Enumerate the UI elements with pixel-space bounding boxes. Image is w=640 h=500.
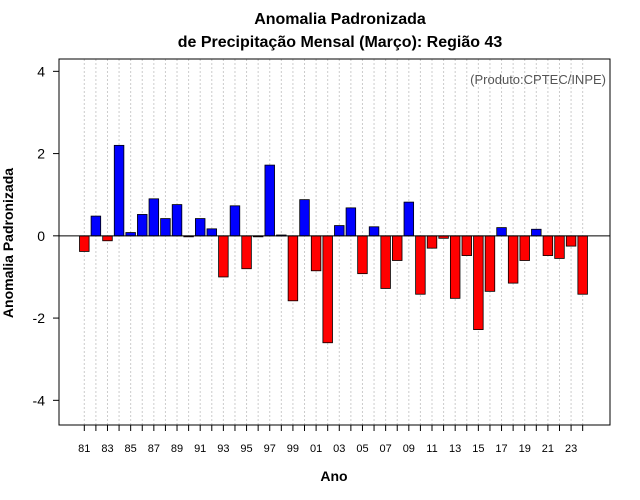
- bar-1987: [148, 198, 160, 237]
- bar-2021: [542, 235, 554, 256]
- bar-2013: [449, 235, 461, 299]
- x-tick-label-03: 03: [333, 443, 345, 455]
- bar-2001: [310, 235, 322, 272]
- x-tick-label-95: 95: [240, 443, 252, 455]
- bar-1991: [194, 218, 206, 237]
- bar-2000: [299, 199, 310, 237]
- gridlines: [83, 59, 584, 425]
- x-tick-label-81: 81: [78, 443, 90, 455]
- bar-2018: [507, 235, 519, 284]
- x-tick-label-17: 17: [495, 443, 507, 455]
- x-tick-label-89: 89: [171, 443, 183, 455]
- chart-title-line1: Anomalia Padronizada: [254, 11, 426, 28]
- y-tick-label-4: 4: [37, 63, 45, 79]
- x-tick-label-97: 97: [264, 443, 276, 455]
- bar-2009: [403, 201, 415, 237]
- bar-1994: [229, 205, 241, 237]
- bar-1983: [102, 235, 113, 242]
- x-axis: 81 83 85 87 89 91 93 95 97 99 01 03 05 07 09 11 13 15 17 19…: [78, 425, 584, 455]
- bar-2006: [368, 226, 380, 237]
- bar-1997: [264, 164, 275, 237]
- bar-1995: [241, 235, 252, 270]
- bar-1982: [90, 215, 102, 237]
- bar-1989: [171, 204, 183, 237]
- y-tick-label--4: -4: [33, 392, 46, 408]
- x-tick-label-13: 13: [449, 443, 461, 455]
- bar-2007: [380, 235, 391, 289]
- chart-title-line2: de Precipitação Mensal (Março): Região 4…: [178, 34, 503, 51]
- bar-2020: [531, 228, 542, 237]
- y-tick-label--2: -2: [33, 310, 46, 326]
- y-tick-label-0: 0: [37, 228, 45, 244]
- x-tick-label-01: 01: [310, 443, 322, 455]
- x-tick-label-21: 21: [542, 443, 554, 455]
- x-tick-label-93: 93: [217, 443, 229, 455]
- bar-2024: [577, 235, 588, 295]
- bar-2002: [322, 235, 333, 344]
- y-axis: -4 -2 0 2 4: [33, 63, 59, 408]
- bar-2017: [496, 227, 507, 237]
- bar-2011: [426, 235, 438, 249]
- x-tick-label-87: 87: [148, 443, 160, 455]
- bar-1984: [113, 144, 125, 237]
- bar-1992: [206, 228, 217, 237]
- y-tick-label-2: 2: [37, 146, 45, 162]
- bar-2004: [345, 207, 357, 237]
- x-tick-label-23: 23: [565, 443, 577, 455]
- x-tick-label-19: 19: [519, 443, 531, 455]
- x-tick-label-09: 09: [403, 443, 415, 455]
- bar-2015: [473, 235, 484, 330]
- x-tick-label-11: 11: [426, 443, 437, 455]
- bar-1999: [287, 235, 299, 302]
- x-tick-label-91: 91: [194, 443, 206, 455]
- bar-2008: [392, 235, 403, 261]
- credit-label: (Produto:CPTEC/INPE): [470, 72, 606, 87]
- bar-2005: [357, 235, 368, 275]
- bar-2010: [415, 235, 426, 295]
- x-tick-label-07: 07: [380, 443, 392, 455]
- bar-2022: [554, 235, 565, 259]
- bar-1993: [218, 235, 229, 278]
- plot-frame: [58, 58, 611, 426]
- bar-2016: [484, 235, 496, 292]
- x-axis-label: Ano: [320, 468, 347, 484]
- bar-2023: [565, 235, 577, 247]
- bar-1986: [137, 214, 148, 237]
- bar-2019: [519, 235, 530, 261]
- x-tick-label-15: 15: [472, 443, 484, 455]
- bar-1988: [160, 218, 171, 237]
- x-tick-label-85: 85: [125, 443, 137, 455]
- x-tick-label-05: 05: [356, 443, 368, 455]
- bars: [79, 144, 588, 344]
- x-tick-label-99: 99: [287, 443, 299, 455]
- bar-2003: [334, 225, 345, 237]
- bar-2014: [461, 235, 472, 256]
- x-tick-label-83: 83: [101, 443, 113, 455]
- y-axis-label: Anomalia Padronizada: [0, 168, 16, 318]
- bar-1981: [79, 235, 90, 252]
